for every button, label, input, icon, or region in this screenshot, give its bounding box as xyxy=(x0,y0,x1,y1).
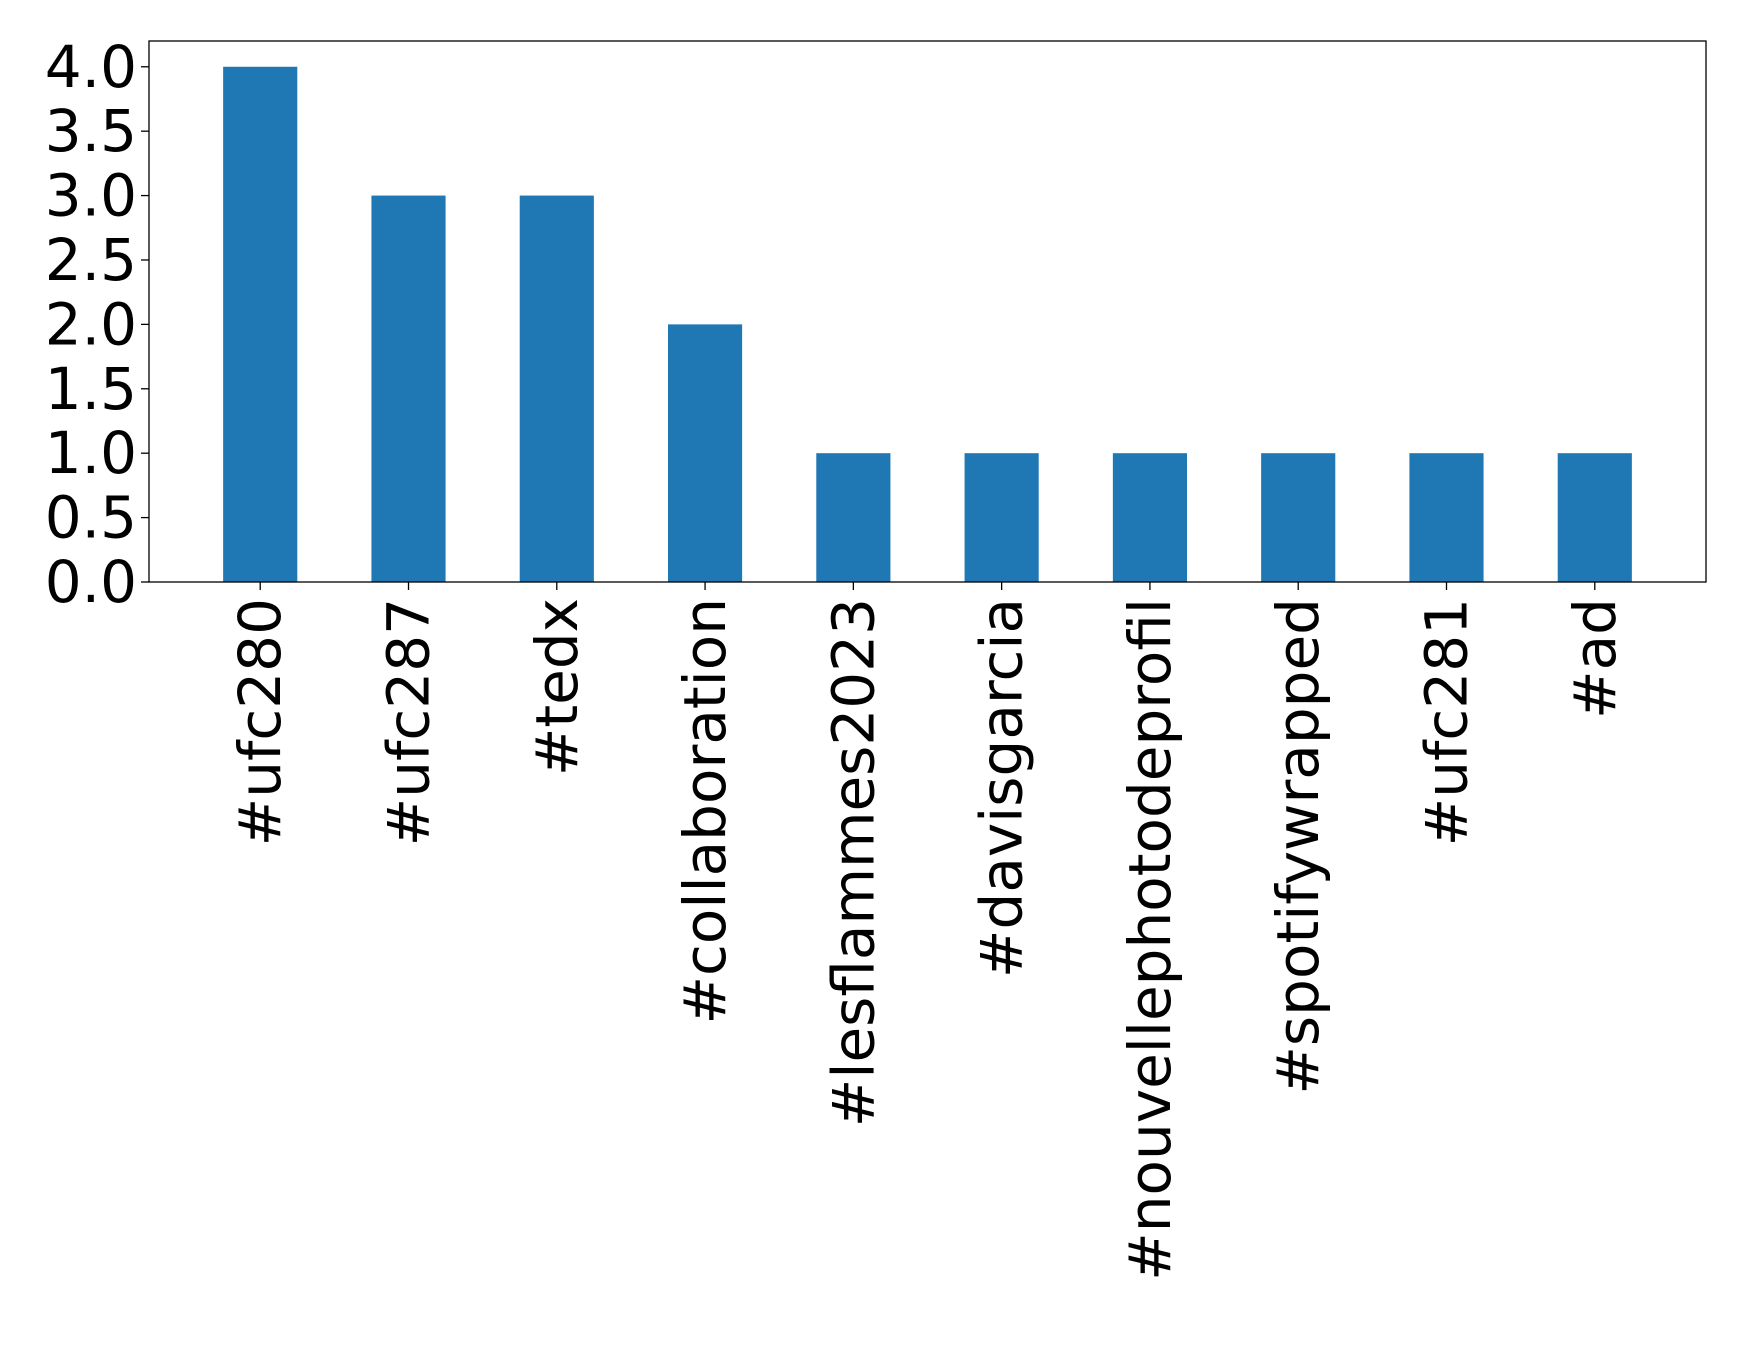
x-tick-label: #nouvellephotodeprofil xyxy=(1116,598,1184,1281)
bar-ufc280 xyxy=(223,66,298,582)
x-tick-label: #collaboration xyxy=(671,598,739,1025)
y-tick-label: 3.0 xyxy=(45,162,137,230)
y-tick-label: 1.0 xyxy=(45,419,137,487)
x-axis: #ufc280 #ufc287 #tedx #collaboration #lesfla… xyxy=(226,582,1629,1281)
bar-ufc281 xyxy=(1409,453,1484,582)
bar-ufc287 xyxy=(371,195,446,583)
bar-davisgarcia xyxy=(964,453,1039,582)
x-tick-label: #spotifywrapped xyxy=(1264,598,1332,1095)
x-tick-label: #ufc280 xyxy=(226,598,294,846)
y-tick-label: 0.5 xyxy=(45,484,137,552)
bar-lesflammes2023 xyxy=(816,453,891,582)
x-tick-label: #ufc287 xyxy=(375,598,443,846)
plot-frame xyxy=(148,40,1707,583)
bar-spotifywrapped xyxy=(1261,453,1336,582)
y-tick-label: 4.0 xyxy=(45,33,137,101)
bar-collaboration xyxy=(668,324,743,582)
x-tick-label: #davisgarcia xyxy=(968,598,1036,978)
y-tick-label: 0.0 xyxy=(45,548,137,616)
y-tick-label: 3.5 xyxy=(45,97,137,165)
bars-layer xyxy=(223,66,1632,583)
bar-nouvellephotodeprofil xyxy=(1112,453,1187,582)
x-tick-label: #ufc281 xyxy=(1413,598,1481,846)
y-tick-label: 1.5 xyxy=(45,355,137,423)
y-tick-label: 2.5 xyxy=(45,226,137,294)
y-axis: 0.00.51.01.52.02.53.03.54.0 xyxy=(45,33,149,616)
x-tick-label: #tedx xyxy=(523,598,591,776)
bar-tedx xyxy=(519,195,594,583)
x-tick-label: #lesflammes2023 xyxy=(819,598,887,1127)
bar-ad xyxy=(1557,453,1632,582)
y-tick-label: 2.0 xyxy=(45,290,137,358)
x-tick-label: #ad xyxy=(1561,598,1629,719)
